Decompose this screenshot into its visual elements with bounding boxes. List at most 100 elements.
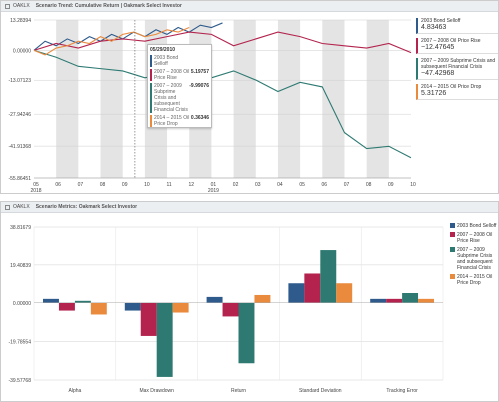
metrics-legend: 2003 Bond Selloff 2007 – 2008 Oil Price R… <box>450 223 498 323</box>
grid-band <box>322 20 345 178</box>
metrics-title: Scenario Metrics: Oakmark Select Investo… <box>35 204 138 210</box>
y-tick-label: -39.57768 <box>8 378 31 384</box>
tooltip-date: 05/29/2010 <box>150 47 176 53</box>
tooltip-row-value: 5.19757 <box>190 69 209 75</box>
bar <box>172 302 189 313</box>
grid-band <box>100 20 123 178</box>
bar <box>222 302 239 317</box>
grid-band <box>233 20 256 178</box>
legend-swatch <box>450 274 455 279</box>
legend-entry[interactable]: 2007 – 2008 Oil Price Rise <box>450 232 498 244</box>
legend-entry-value: 5.31726 <box>421 90 447 97</box>
legend-entry-value: −47.42968 <box>421 70 455 77</box>
x-tick-label: 08 <box>100 182 106 188</box>
y-tick-label: -13.07123 <box>8 78 31 84</box>
bar <box>156 302 173 377</box>
x-tick-label: 09 <box>122 182 128 188</box>
metrics-panel: OAKLX Scenario Metrics: Oakmark Select I… <box>0 201 499 402</box>
legend-entry[interactable]: 2014 – 2015 Oil Price Drop <box>450 274 498 286</box>
bar <box>320 250 337 303</box>
y-tick-label: 19.40839 <box>10 263 31 269</box>
series-line <box>33 49 412 159</box>
legend-entry[interactable]: 2003 Bond Selloff <box>450 223 498 229</box>
category-label: Standard Deviation <box>299 388 342 394</box>
tooltip-row-value: -9.99076 <box>189 83 209 89</box>
legend-entry-name: 2007 – 2009 Subprime Crisis and subseque… <box>457 247 493 271</box>
legend-entry[interactable]: 2007 – 2008 Oil Price Rise −12.47645 <box>416 38 498 54</box>
bar <box>254 294 271 303</box>
x-tick-label: 04 <box>277 182 283 188</box>
y-tick-label: -55.86451 <box>8 176 31 182</box>
tooltip-row-label: 2014 – 2015 Oil Price Drop <box>150 115 191 127</box>
x-tick-label: 07 <box>344 182 350 188</box>
y-tick-label: 38.81679 <box>10 225 31 231</box>
bar <box>58 302 75 311</box>
x-tick-label: 10 <box>144 182 150 188</box>
category-label: Tracking Error <box>386 388 418 394</box>
x-tick-label: 11 <box>166 182 171 188</box>
legend-entry-value: 4.83463 <box>421 24 447 31</box>
category-label: Return <box>231 388 246 394</box>
panel-menu-icon[interactable] <box>5 3 10 9</box>
series-line <box>33 26 190 56</box>
x-tick-label: 03 <box>255 182 261 188</box>
tooltip-row: 2014 – 2015 Oil Price Drop 0.36346 <box>150 115 209 127</box>
bar <box>124 302 141 311</box>
legend-entry-name: 2014 – 2015 Oil Price Drop <box>457 274 493 286</box>
bar <box>238 302 255 364</box>
metrics-chart: 38.81679 19.40839 0.00000 -19.78554 -39.5776… <box>8 225 444 394</box>
x-tick-label: 10 <box>410 182 416 188</box>
tooltip-row-value: 0.36346 <box>190 115 209 121</box>
trend-ticker: OAKLX <box>13 3 30 9</box>
y-tick-label: 0.00000 <box>13 48 31 54</box>
category-label: Alpha <box>69 388 82 394</box>
y-tick-label: 0.00000 <box>13 301 31 307</box>
x-tick-label: 12 <box>188 182 194 188</box>
legend-entry[interactable]: 2007 – 2009 Subprime Crisis and subseque… <box>450 247 498 271</box>
x-tick-label: 01 <box>211 182 217 188</box>
tooltip-row: 2007 – 2009 Subprime Crisis and subseque… <box>150 83 209 113</box>
y-tick-label: -19.78554 <box>8 339 31 345</box>
bar <box>288 283 305 303</box>
series-line <box>33 22 223 51</box>
tooltip-row-label: 2003 Bond Selloff <box>150 55 192 67</box>
bar <box>370 298 387 303</box>
legend-entry-name: 2003 Bond Selloff <box>457 223 497 229</box>
legend-swatch <box>450 232 455 237</box>
grid-band <box>277 20 301 178</box>
bar <box>74 300 91 303</box>
legend-entry-name: 2007 – 2009 Subprime Crisis and subseque… <box>421 58 496 70</box>
x-year-label: 2019 <box>208 188 219 194</box>
x-tick-label: 06 <box>55 182 61 188</box>
trend-legend: 2003 Bond Selloff 4.83463 2007 – 2008 Oil … <box>416 18 498 118</box>
tooltip-row: 2003 Bond Selloff <box>150 55 209 67</box>
bar <box>402 292 419 303</box>
bar <box>386 298 403 303</box>
y-tick-label: -27.94246 <box>8 112 31 118</box>
x-tick-label: 05 <box>33 182 39 188</box>
tooltip-row-label: 2007 – 2008 Oil Price Rise <box>150 69 191 81</box>
grid-band <box>366 20 389 178</box>
category-label: Max Drawdown <box>139 388 174 394</box>
y-tick-label: -41.91368 <box>8 144 31 150</box>
bar <box>42 298 59 303</box>
legend-entry-value: −12.47645 <box>421 44 455 51</box>
bar <box>418 298 435 303</box>
legend-swatch <box>450 247 455 252</box>
x-year-label: 2018 <box>30 188 41 194</box>
bar <box>304 273 321 303</box>
legend-entry[interactable]: 2007 – 2009 Subprime Crisis and subseque… <box>416 58 498 80</box>
x-tick-label: 06 <box>322 182 328 188</box>
bar <box>140 302 157 336</box>
metrics-panel-header: OAKLX Scenario Metrics: Oakmark Select I… <box>1 202 498 213</box>
bar <box>336 283 353 303</box>
legend-entry[interactable]: 2014 – 2015 Oil Price Drop 5.31726 <box>416 84 498 100</box>
legend-entry[interactable]: 2003 Bond Selloff 4.83463 <box>416 18 498 34</box>
legend-entry-name: 2007 – 2008 Oil Price Rise <box>421 38 481 44</box>
panel-menu-icon[interactable] <box>5 204 10 210</box>
series-line <box>33 31 412 54</box>
legend-entry-name: 2003 Bond Selloff <box>421 18 461 24</box>
y-tick-label: 13.28394 <box>10 18 31 24</box>
x-tick-label: 02 <box>233 182 239 188</box>
x-tick-label: 08 <box>366 182 372 188</box>
